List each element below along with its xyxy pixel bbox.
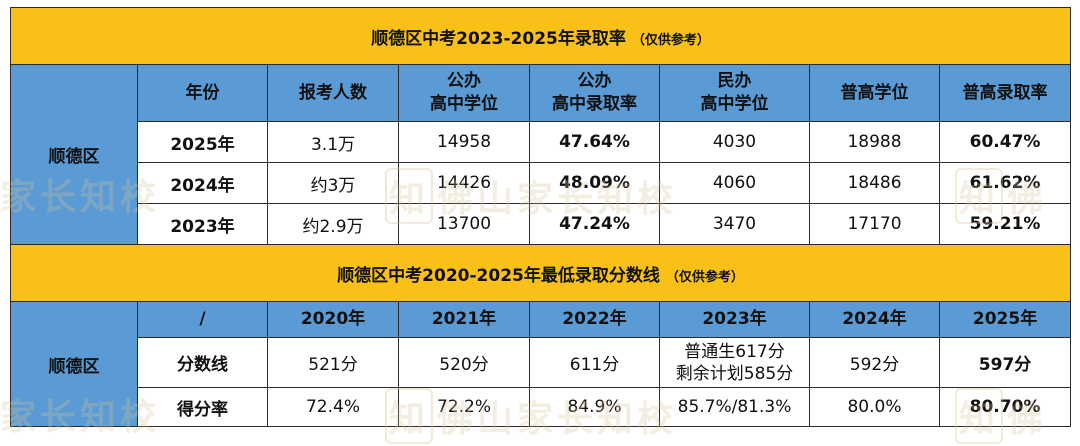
- score-row-label: 分数线: [137, 337, 268, 388]
- admission-table: 顺德区中考2023-2025年录取率 （仅供参考） 顺德区 年份 报考人数 公办 …: [9, 7, 1072, 427]
- header-2021: 2021年: [398, 301, 530, 338]
- header-general-seats: 普高学位: [809, 64, 940, 122]
- header-public-rate-line1: 公办: [577, 71, 612, 91]
- row-general-seats: 17170: [809, 203, 940, 245]
- score-2023-line2: 剩余计划585分: [675, 363, 794, 384]
- section2-note: （仅供参考）: [665, 269, 744, 285]
- section1-title-text: 顺德区中考2023-2025年录取率: [371, 28, 626, 49]
- rate-2024: 80.0%: [809, 387, 940, 427]
- header-private-seats-line2: 高中学位: [700, 94, 769, 114]
- section2-title: 顺德区中考2020-2025年最低录取分数线 （仅供参考）: [9, 244, 1072, 302]
- section1-note: （仅供参考）: [631, 32, 710, 48]
- section1-side-label: 顺德区: [10, 64, 138, 245]
- score-2025: 597分: [938, 337, 1072, 388]
- header-general-rate: 普高录取率: [938, 64, 1072, 122]
- section1-header-row: 顺德区 年份 报考人数 公办 高中学位 公办 高中录取率 民办 高中学位 普高学…: [10, 64, 1072, 245]
- row-applicants: 约2.9万: [267, 203, 399, 245]
- header-2024: 2024年: [809, 301, 940, 338]
- rate-2020: 72.4%: [267, 387, 399, 427]
- header-year: 年份: [137, 64, 268, 122]
- row-general-rate: 59.21%: [938, 203, 1072, 245]
- row-year: 2025年: [137, 121, 268, 163]
- table-row: 2025年 3.1万 14958 47.64% 4030 18988 60.47…: [11, 121, 1072, 163]
- header-public-seats-line2: 高中学位: [430, 94, 498, 114]
- rate-2025: 80.70%: [938, 387, 1072, 427]
- section2-header-row: 顺德区 / 2020年 2021年 2022年 2023年 2024年 2025…: [10, 301, 1072, 427]
- row-private-seats: 4030: [659, 121, 810, 163]
- rate-2021: 72.2%: [398, 387, 530, 427]
- header-applicants: 报考人数: [267, 64, 399, 122]
- rate-2023: 85.7%/81.3%: [659, 387, 810, 427]
- row-general-rate: 61.62%: [938, 162, 1072, 204]
- row-public-rate: 48.09%: [529, 162, 660, 204]
- section1-title: 顺德区中考2023-2025年录取率 （仅供参考）: [9, 7, 1072, 65]
- row-general-rate: 60.47%: [938, 121, 1072, 163]
- row-applicants: 约3万: [267, 162, 399, 204]
- score-2021: 520分: [398, 337, 530, 388]
- header-public-seats-line1: 公办: [447, 71, 481, 91]
- score-2022: 611分: [529, 337, 660, 388]
- header-2020: 2020年: [267, 301, 399, 338]
- table-row: 2023年 约2.9万 13700 47.24% 3470 17170 59.2…: [11, 203, 1072, 245]
- row-public-rate: 47.64%: [529, 121, 660, 163]
- score-2023-line1: 普通生617分: [684, 341, 785, 362]
- row-private-seats: 4060: [659, 162, 810, 204]
- score-2024: 592分: [809, 337, 940, 388]
- row-public-seats: 14958: [398, 121, 530, 163]
- header-public-seats: 公办 高中学位: [398, 64, 530, 122]
- table-row: 2024年 约3万 14426 48.09% 4060 18486 61.62%: [11, 162, 1072, 204]
- row-private-seats: 3470: [659, 203, 810, 245]
- header-2022: 2022年: [529, 301, 660, 338]
- score-2023: 普通生617分 剩余计划585分: [659, 337, 810, 388]
- header-public-rate: 公办 高中录取率: [529, 64, 660, 122]
- section2-side-label: 顺德区: [10, 301, 138, 427]
- section2-title-text: 顺德区中考2020-2025年最低录取分数线: [337, 265, 660, 286]
- score-2020: 521分: [267, 337, 399, 388]
- header-private-seats-line1: 民办: [717, 71, 752, 91]
- header-2023: 2023年: [659, 301, 810, 338]
- row-public-seats: 13700: [398, 203, 530, 245]
- header-slash: /: [137, 301, 268, 338]
- row-public-rate: 47.24%: [529, 203, 660, 245]
- rate-row-label: 得分率: [137, 387, 268, 427]
- header-public-rate-line2: 高中录取率: [552, 94, 637, 114]
- header-private-seats: 民办 高中学位: [659, 64, 810, 122]
- row-year: 2024年: [137, 162, 268, 204]
- row-general-seats: 18988: [809, 121, 940, 163]
- row-public-seats: 14426: [398, 162, 530, 204]
- row-applicants: 3.1万: [267, 121, 399, 163]
- header-2025: 2025年: [938, 301, 1072, 338]
- score-row: 分数线 521分 520分 611分 普通生617分 剩余计划585分 592分…: [11, 337, 1072, 388]
- row-year: 2023年: [137, 203, 268, 245]
- row-general-seats: 18486: [809, 162, 940, 204]
- rate-2022: 84.9%: [529, 387, 660, 427]
- rate-row: 得分率 72.4% 72.2% 84.9% 85.7%/81.3% 80.0% …: [11, 387, 1072, 427]
